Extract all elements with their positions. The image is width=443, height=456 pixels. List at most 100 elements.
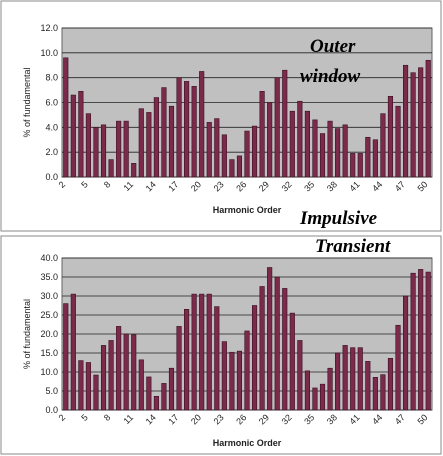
x-tick-label: 17	[166, 179, 180, 193]
x-tick-label: 26	[234, 412, 248, 426]
x-axis-label: Harmonic Order	[213, 438, 282, 448]
x-tick-label: 47	[393, 179, 407, 193]
bar	[123, 333, 129, 411]
bar	[410, 272, 416, 411]
bar	[229, 351, 235, 411]
bar	[327, 120, 333, 178]
bar	[387, 95, 394, 178]
bar	[312, 119, 318, 178]
bar	[259, 286, 265, 411]
bar	[221, 341, 227, 411]
bar	[214, 306, 220, 411]
bar	[161, 87, 167, 178]
bar	[221, 134, 227, 178]
x-tick-label: 38	[325, 412, 339, 426]
bar	[335, 128, 341, 178]
x-tick-label: 41	[348, 179, 362, 193]
x-tick-label: 44	[370, 412, 384, 426]
bar	[365, 136, 371, 178]
y-tick-label: 25.0	[40, 310, 58, 320]
bar	[146, 376, 152, 411]
bar	[70, 293, 76, 411]
bar	[85, 113, 91, 178]
bar	[304, 370, 310, 411]
y-axis-label: % of fundamental	[22, 299, 32, 369]
bar	[342, 124, 348, 178]
y-tick-label: 0.0	[45, 405, 58, 415]
bar	[350, 347, 356, 411]
bar	[116, 326, 122, 411]
y-tick-label: 0.0	[45, 172, 58, 182]
bar	[229, 159, 235, 178]
bar	[206, 122, 212, 178]
annotation: Impulsive	[299, 208, 378, 229]
bar	[184, 308, 190, 411]
bar	[282, 288, 288, 411]
bar	[176, 326, 182, 411]
bar	[236, 350, 243, 411]
x-tick-label: 50	[415, 179, 429, 193]
y-tick-label: 20.0	[40, 329, 58, 339]
bar	[131, 163, 137, 178]
bar	[297, 100, 303, 178]
y-tick-label: 8.0	[45, 73, 58, 83]
bar	[350, 153, 356, 178]
x-tick-label: 8	[102, 179, 113, 190]
x-tick-label: 11	[121, 412, 135, 426]
x-tick-label: 14	[144, 179, 158, 193]
bar	[395, 105, 401, 178]
bar	[184, 81, 190, 178]
x-tick-label: 38	[325, 179, 339, 193]
bar	[387, 358, 394, 411]
y-tick-label: 12.0	[40, 23, 58, 33]
y-tick-label: 40.0	[40, 253, 58, 263]
bar	[63, 303, 69, 411]
bar	[85, 362, 91, 411]
x-tick-label: 32	[280, 179, 294, 193]
bar	[138, 359, 144, 411]
y-tick-label: 10.0	[40, 48, 58, 58]
bar	[251, 125, 258, 178]
bar	[297, 340, 303, 411]
bar	[78, 91, 84, 178]
bar	[425, 59, 431, 178]
bar	[304, 110, 310, 178]
bar	[418, 269, 424, 411]
y-tick-label: 35.0	[40, 272, 58, 282]
y-tick-label: 2.0	[45, 147, 58, 157]
y-tick-label: 5.0	[45, 386, 58, 396]
bar	[267, 267, 273, 411]
y-tick-label: 6.0	[45, 98, 58, 108]
x-tick-label: 29	[257, 412, 271, 426]
x-axis-label: Harmonic Order	[213, 205, 282, 215]
bar	[100, 345, 107, 411]
x-tick-label: 2	[57, 179, 68, 190]
bar	[425, 271, 431, 411]
bar	[365, 361, 371, 411]
x-tick-label: 47	[393, 412, 407, 426]
bar	[138, 108, 144, 178]
bar	[289, 110, 295, 178]
bar	[70, 94, 76, 178]
annotation: window	[300, 66, 361, 87]
bar	[78, 360, 84, 411]
bar	[244, 330, 250, 411]
bar	[93, 127, 99, 178]
x-tick-label: 8	[102, 412, 113, 423]
y-tick-label: 10.0	[40, 367, 58, 377]
bar	[403, 295, 409, 411]
bar	[319, 383, 326, 411]
bar	[168, 367, 175, 411]
x-tick-label: 20	[189, 412, 203, 426]
bar	[342, 345, 348, 411]
bar	[251, 305, 258, 411]
y-tick-label: 4.0	[45, 122, 58, 132]
x-tick-label: 35	[302, 412, 316, 426]
bar	[153, 97, 159, 178]
bar	[267, 102, 273, 178]
x-tick-label: 50	[415, 412, 429, 426]
bar	[259, 91, 265, 178]
bar	[146, 112, 152, 178]
bar	[327, 367, 333, 411]
